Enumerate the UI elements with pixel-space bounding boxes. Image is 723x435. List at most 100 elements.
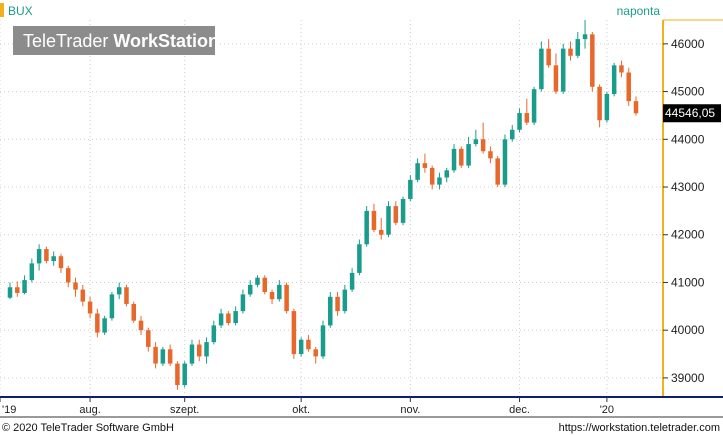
candle-body [560, 48, 566, 92]
watermark-brand: TeleTrader [23, 31, 108, 51]
candle-body [182, 363, 187, 386]
candle-body [189, 344, 195, 364]
candle-body [590, 34, 595, 87]
y-axis: 39000 40000 41000 42000 43000 44000 45000 46000 [663, 37, 705, 385]
candle-body [167, 349, 173, 364]
candle-body [109, 294, 115, 319]
candle-body [29, 263, 35, 281]
candle-body [262, 277, 268, 293]
candle-body [211, 325, 217, 343]
candle-body [582, 34, 588, 40]
candle-body [175, 363, 180, 386]
candles [7, 20, 639, 390]
candle-body [357, 244, 362, 273]
y-tick-label: 45000 [671, 85, 705, 99]
candle-body [15, 287, 20, 293]
x-tick-label: szept. [170, 404, 199, 416]
footer-copyright: © 2020 TeleTrader Software GmbH [2, 422, 174, 434]
candle-body [269, 292, 275, 300]
last-value-marker: 44546,05 [663, 104, 721, 123]
candle-body [408, 179, 413, 199]
symbol-label: BUX [8, 4, 33, 18]
candle-body [386, 206, 391, 235]
candle-body [131, 303, 137, 321]
candle-body [422, 163, 428, 168]
candle-body [58, 256, 64, 269]
y-tick-label: 41000 [671, 275, 705, 289]
candle-body [466, 144, 471, 166]
candle-body [539, 48, 544, 90]
candle-body [247, 284, 253, 295]
candle-body [306, 339, 311, 350]
candle-body [393, 206, 399, 223]
y-tick-label: 43000 [671, 180, 705, 194]
symbol-marker [0, 3, 4, 17]
candle-body [291, 311, 297, 355]
candle-body [480, 139, 486, 152]
candle-body [196, 344, 202, 357]
candle-body [313, 349, 318, 357]
candle-body [204, 342, 209, 357]
candle-body [22, 280, 27, 293]
candle-body [626, 72, 631, 102]
x-tick-label: okt. [292, 404, 310, 416]
candle-body [633, 101, 639, 114]
candle-body [284, 284, 289, 312]
watermark-product: WorkStation [113, 31, 219, 51]
candle-body [531, 89, 537, 123]
x-tick-label: '20 [600, 404, 614, 416]
candle-body [509, 129, 515, 140]
x-tick-label: '19 [2, 404, 16, 416]
candle-body [277, 284, 282, 300]
candle-body [36, 249, 42, 264]
candle-body [73, 282, 78, 290]
candle-body [146, 330, 151, 347]
period-label: naponta [617, 4, 661, 18]
candle-body [80, 289, 86, 302]
candle-body [473, 139, 479, 145]
candle-body [575, 39, 581, 56]
candle-body [95, 313, 100, 333]
y-tick-label: 44000 [671, 132, 705, 146]
candle-body [378, 229, 384, 235]
candle-body [524, 113, 530, 123]
last-value-box [663, 104, 721, 123]
candle-body [415, 163, 420, 180]
y-tick-label: 40000 [671, 323, 705, 337]
candle-body [44, 249, 49, 261]
x-axis: '19 aug. szept. okt. nov. dec. '20 [0, 397, 614, 416]
candle-body [502, 139, 508, 185]
candle-body [437, 177, 442, 185]
last-value-label: 44546,05 [665, 106, 715, 120]
candle-body [218, 313, 224, 326]
candle-body [459, 148, 464, 166]
candle-body [65, 268, 71, 283]
candle-body [7, 287, 13, 298]
x-tick-label: nov. [400, 404, 420, 416]
watermark-box [13, 26, 215, 55]
candle-body [138, 320, 144, 331]
watermark-logo: TeleTrader WorkStation [23, 31, 219, 51]
candle-body [160, 349, 166, 364]
candle-body [451, 148, 457, 171]
y-tick-label: 39000 [671, 371, 705, 385]
candle-body [298, 339, 304, 355]
x-tick-label: dec. [509, 404, 530, 416]
candle-body [604, 93, 610, 121]
candle-body [568, 48, 573, 56]
candle-body [226, 313, 231, 324]
candle-body [124, 287, 129, 304]
candle-body [400, 198, 406, 223]
x-tick-label: aug. [79, 404, 100, 416]
candle-body [51, 256, 56, 261]
candle-body [444, 170, 450, 178]
candle-body [153, 346, 158, 364]
candle-body [255, 277, 260, 285]
candle-body [240, 294, 246, 312]
grid [0, 20, 662, 397]
candle-body [335, 296, 340, 312]
candle-body [102, 318, 107, 333]
y-tick-label: 46000 [671, 37, 705, 51]
